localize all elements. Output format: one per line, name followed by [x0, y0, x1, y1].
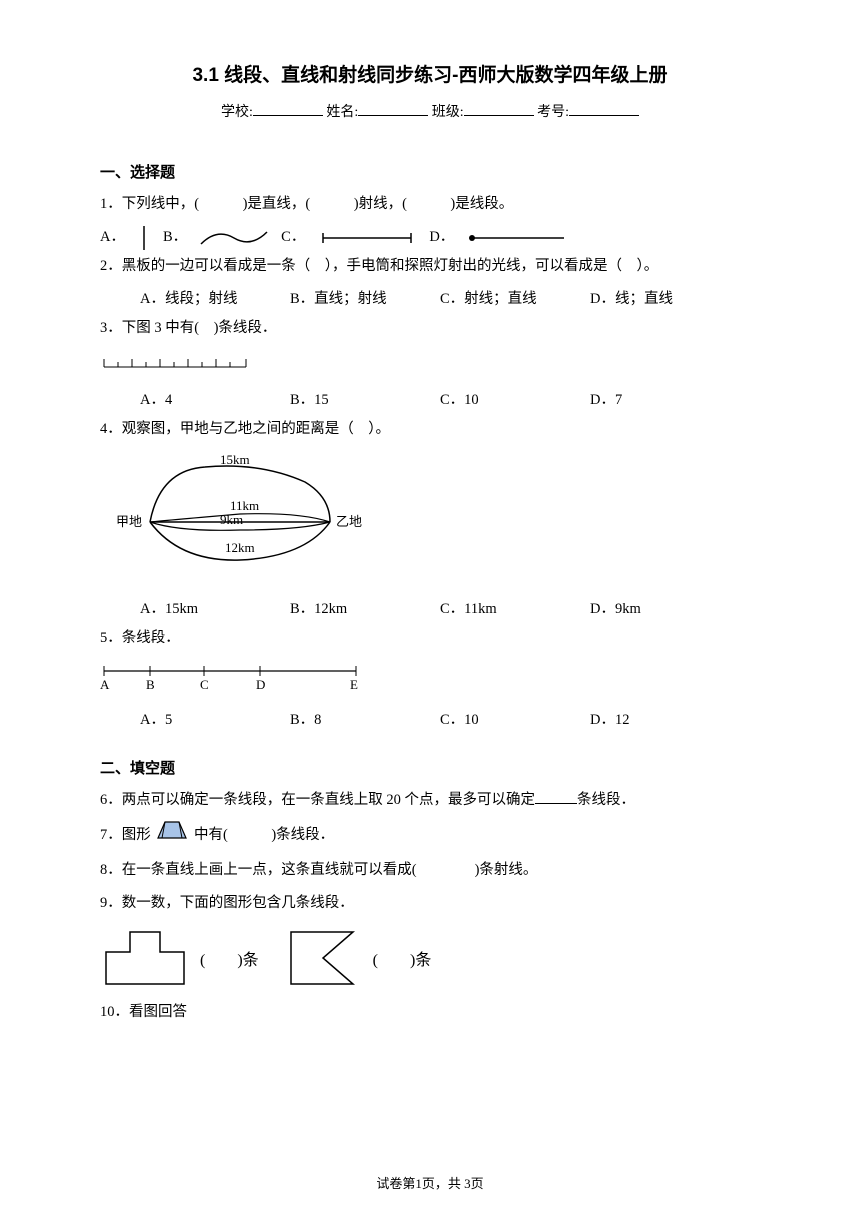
page-title: 3.1 线段、直线和射线同步练习-西师大版数学四年级上册 [100, 60, 760, 87]
svg-text:12km: 12km [225, 540, 255, 555]
ray-icon [466, 230, 566, 246]
cross-shape-icon [100, 926, 190, 990]
svg-text:B: B [146, 677, 155, 692]
class-blank[interactable] [464, 102, 534, 116]
q5-opt-b: B．8 [290, 706, 440, 735]
page-footer: 试卷第1页，共 3页 [0, 1173, 860, 1192]
q6-text: 6．两点可以确定一条线段，在一条直线上取 20 个点，最多可以确定 [100, 792, 535, 808]
meta-line: 学校: 姓名: 班级: 考号: [100, 101, 760, 121]
q3-figure [100, 351, 760, 378]
q4-opt-a: A．15km [140, 595, 290, 624]
school-label: 学校: [221, 105, 253, 120]
name-blank[interactable] [358, 102, 428, 116]
q2-opt-d: D．线；直线 [590, 285, 740, 314]
svg-text:9km: 9km [220, 512, 243, 527]
svg-text:15km: 15km [220, 452, 250, 467]
q3-opt-b: B．15 [290, 386, 440, 415]
q2-opt-c: C．射线；直线 [440, 285, 590, 314]
q5-options: A．5 B．8 C．10 D．12 [100, 706, 760, 735]
q3-opt-a: A．4 [140, 386, 290, 415]
svg-text:E: E [350, 677, 358, 692]
q3-text: 3．下图 3 中有( )条线段． [100, 314, 760, 343]
q7: 7．图形 中有( )条线段． [100, 819, 760, 852]
q9-blank1: ( )条 [200, 946, 259, 970]
q2-opt-b: B．直线；射线 [290, 285, 440, 314]
vertical-line-icon [137, 224, 151, 252]
q4-text: 4．观察图，甲地与乙地之间的距离是（ ）。 [100, 415, 760, 444]
svg-text:11km: 11km [230, 498, 259, 513]
wave-line-icon [199, 226, 269, 250]
q8: 8．在一条直线上画上一点，这条直线就可以看成( )条射线。 [100, 856, 760, 885]
q7-a: 7．图形 [100, 827, 151, 843]
q1-opt-a-label: A． [100, 223, 125, 252]
q3-opt-d: D．7 [590, 386, 740, 415]
q2-text: 2．黑板的一边可以看成是一条（ ），手电筒和探照灯射出的光线，可以看成是（ ）。 [100, 252, 760, 281]
exam-blank[interactable] [569, 102, 639, 116]
q4-opt-c: C．11km [440, 595, 590, 624]
q5-opt-a: A．5 [140, 706, 290, 735]
class-label: 班级: [432, 105, 464, 120]
q9: 9．数一数，下面的图形包含几条线段． [100, 889, 760, 918]
q1-opt-c-label: C． [281, 223, 305, 252]
q6-blank[interactable] [535, 792, 577, 804]
q9-figure: ( )条 ( )条 [100, 926, 760, 990]
q6: 6．两点可以确定一条线段，在一条直线上取 20 个点，最多可以确定 条线段． [100, 786, 760, 815]
q3-ruler-icon [100, 351, 250, 373]
svg-text:甲地: 甲地 [116, 514, 142, 529]
section1-header: 一、选择题 [100, 161, 760, 182]
q4-figure: 15km 11km 9km 12km 甲地 乙地 [100, 452, 760, 587]
q9-blank2: ( )条 [373, 946, 432, 970]
q4-opt-d: D．9km [590, 595, 740, 624]
q5-opt-c: C．10 [440, 706, 590, 735]
q5-line-icon: A B C D E [100, 661, 360, 693]
svg-text:A: A [100, 677, 110, 692]
q4-opt-b: B．12km [290, 595, 440, 624]
q3-opt-c: C．10 [440, 386, 590, 415]
segment-icon [317, 228, 417, 248]
q1-opt-b-label: B． [163, 223, 187, 252]
svg-text:D: D [256, 677, 265, 692]
arrow-shape-icon [283, 926, 363, 990]
q10: 10．看图回答 [100, 998, 760, 1027]
q4-options: A．15km B．12km C．11km D．9km [100, 595, 760, 624]
svg-text:C: C [200, 677, 209, 692]
q2-options: A．线段；射线 B．直线；射线 C．射线；直线 D．线；直线 [100, 285, 760, 314]
q7-b: 中有( )条线段． [194, 827, 334, 843]
trapezoid-icon [156, 819, 188, 852]
q6-tail: 条线段． [577, 792, 635, 808]
svg-text:乙地: 乙地 [336, 514, 362, 529]
q5-opt-d: D．12 [590, 706, 740, 735]
name-label: 姓名: [326, 105, 358, 120]
q5-figure: A B C D E [100, 661, 760, 698]
school-blank[interactable] [253, 102, 323, 116]
q4-map-icon: 15km 11km 9km 12km 甲地 乙地 [110, 452, 370, 582]
q5-text: 5．条线段． [100, 624, 760, 653]
q1-options: A． B． C． D． [100, 223, 760, 252]
q1-text: 1．下列线中，( )是直线，( )射线，( )是线段。 [100, 190, 760, 219]
q2-opt-a: A．线段；射线 [140, 285, 290, 314]
q3-options: A．4 B．15 C．10 D．7 [100, 386, 760, 415]
section2-header: 二、填空题 [100, 757, 760, 778]
q1-opt-d-label: D． [429, 223, 454, 252]
exam-label: 考号: [537, 105, 569, 120]
